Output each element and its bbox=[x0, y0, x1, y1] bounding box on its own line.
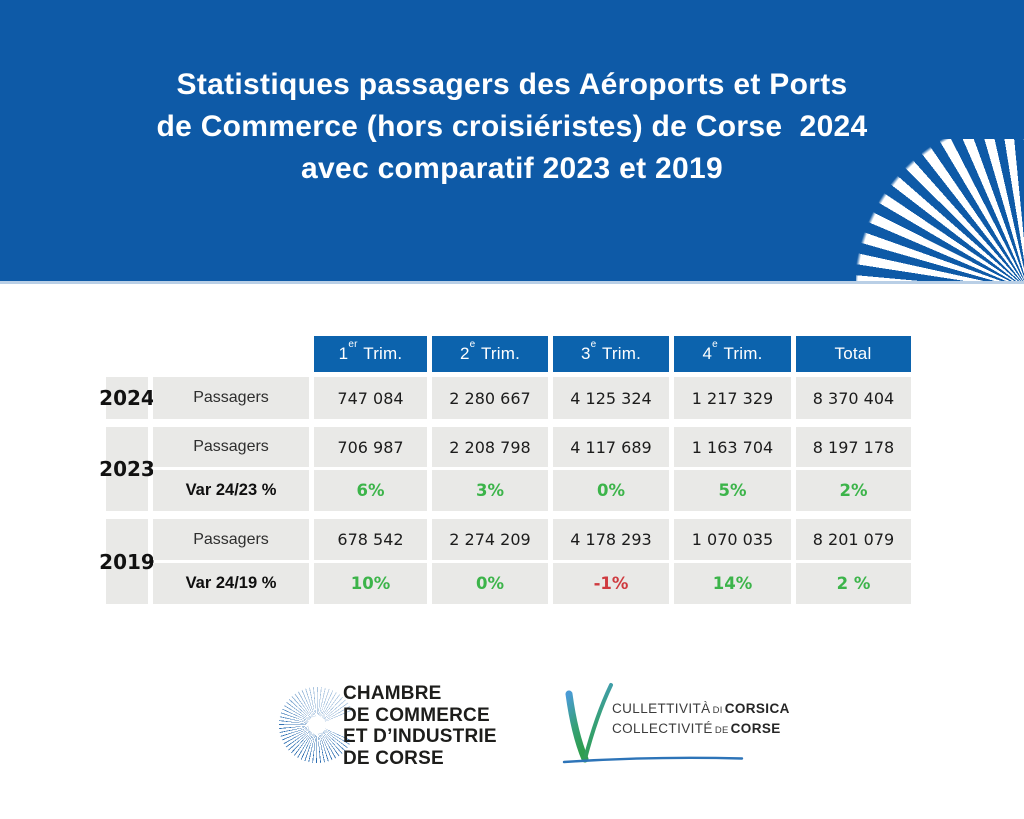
variance-cell: 10% bbox=[314, 563, 427, 604]
table-cell: 706 987 bbox=[314, 427, 427, 467]
page-title-line-1: Statistiques passagers des Aéroports et … bbox=[176, 68, 848, 101]
passenger-stats-table: 1er Trim. 2e Trim. 3e Trim. 4e Trim. Tot… bbox=[99, 336, 911, 604]
table-cell: 1 070 035 bbox=[674, 519, 791, 560]
year-label-2023: 2023 bbox=[99, 427, 155, 511]
row-label-passagers-2023: Passagers bbox=[153, 427, 309, 467]
table-cell: 1 217 329 bbox=[674, 377, 791, 419]
variance-cell: 2 % bbox=[796, 563, 911, 604]
page-title-line-2: de Commerce (hors croisiéristes) de Cors… bbox=[156, 110, 868, 143]
cci-corse-logo: CHAMBRE DE COMMERCE ET D’INDUSTRIE DE CO… bbox=[279, 678, 509, 773]
table-cell: 8 197 178 bbox=[796, 427, 911, 467]
table-cell: 678 542 bbox=[314, 519, 427, 560]
table-cell: 1 163 704 bbox=[674, 427, 791, 467]
cci-text-line-1: CHAMBRE bbox=[343, 683, 442, 704]
variance-cell: 6% bbox=[314, 470, 427, 511]
swoosh-underline bbox=[562, 756, 744, 764]
variance-cell: 2% bbox=[796, 470, 911, 511]
table-cell: 2 274 209 bbox=[432, 519, 548, 560]
table-cell: 2 280 667 bbox=[432, 377, 548, 419]
variance-cell: 3% bbox=[432, 470, 548, 511]
column-header-total: Total bbox=[796, 336, 911, 372]
page-title-line-3: avec comparatif 2023 et 2019 bbox=[301, 152, 723, 185]
variance-cell-negative: -1% bbox=[553, 563, 669, 604]
cci-logo-text: CHAMBRE DE COMMERCE ET D’INDUSTRIE DE CO… bbox=[343, 683, 497, 769]
table-cell: 8 370 404 bbox=[796, 377, 911, 419]
cdc-logo-text: CULLETTIVITÀ DI CORSICA COLLECTIVITÉ DE CORS… bbox=[612, 700, 790, 740]
column-header-q2: 2e Trim. bbox=[432, 336, 548, 372]
cci-text-line-2: DE COMMERCE bbox=[343, 704, 490, 726]
header-banner: Statistiques passagers des Aéroports et … bbox=[0, 0, 1024, 284]
table-cell: 4 178 293 bbox=[553, 519, 669, 560]
column-header-q3: 3e Trim. bbox=[553, 336, 669, 372]
table-cell: 4 117 689 bbox=[553, 427, 669, 467]
collectivite-de-corse-logo: CULLETTIVITÀ DI CORSICA COLLECTIVITÉ DE CORS… bbox=[562, 682, 789, 770]
year-label-2024: 2024 bbox=[99, 377, 155, 419]
column-header-q4: 4e Trim. bbox=[674, 336, 791, 372]
year-label-2019: 2019 bbox=[99, 519, 155, 604]
cdc-text-line-1: CULLETTIVITÀ DI CORSICA bbox=[612, 701, 790, 716]
column-header-q1: 1er Trim. bbox=[314, 336, 427, 372]
checkmark-icon bbox=[565, 683, 613, 763]
row-label-var-24-19: Var 24/19 % bbox=[153, 563, 309, 604]
cci-text-line-4: DE CORSE bbox=[343, 747, 444, 769]
sunburst-decoration-icon bbox=[856, 139, 1024, 281]
cci-text-line-3: ET D’INDUSTRIE bbox=[343, 726, 497, 747]
variance-cell: 14% bbox=[674, 563, 791, 604]
table-cell: 8 201 079 bbox=[796, 519, 911, 560]
variance-cell: 5% bbox=[674, 470, 791, 511]
page-title: Statistiques passagers des Aéroports et … bbox=[0, 64, 1024, 190]
variance-cell: 0% bbox=[553, 470, 669, 511]
table-cell: 747 084 bbox=[314, 377, 427, 419]
variance-cell: 0% bbox=[432, 563, 548, 604]
row-label-var-24-23: Var 24/23 % bbox=[153, 470, 309, 511]
table-cell: 4 125 324 bbox=[553, 377, 669, 419]
row-label-passagers-2024: Passagers bbox=[153, 377, 309, 419]
table-cell: 2 208 798 bbox=[432, 427, 548, 467]
cci-fan-center bbox=[308, 716, 326, 734]
row-label-passagers-2019: Passagers bbox=[153, 519, 309, 560]
cdc-text-line-2: COLLECTIVITÉ DE CORSE bbox=[612, 721, 781, 736]
cci-fan-icon bbox=[279, 687, 355, 763]
